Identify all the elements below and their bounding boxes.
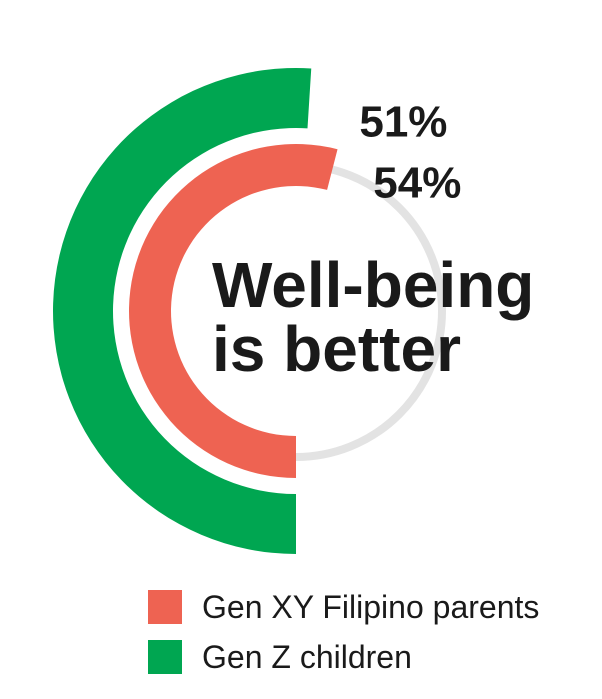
legend-swatch-children <box>148 640 182 674</box>
legend-label-parents: Gen XY Filipino parents <box>202 588 540 625</box>
legend: Gen XY Filipino parents Gen Z children <box>148 588 539 688</box>
legend-item-children: Gen Z children <box>148 638 539 676</box>
chart-title-line-1: Well-being <box>212 249 534 321</box>
arc-gen-xy-parents <box>129 144 338 478</box>
value-label-gen-z: 51% <box>359 97 447 146</box>
legend-label-children: Gen Z children <box>202 638 412 675</box>
arc-gen-z-children <box>52 67 312 555</box>
value-label-gen-xy: 54% <box>373 159 461 208</box>
legend-swatch-parents <box>148 590 182 624</box>
radial-chart: 51% 54% Well-being is better <box>52 67 534 555</box>
chart-title-line-2: is better <box>212 313 461 385</box>
legend-item-parents: Gen XY Filipino parents <box>148 588 539 626</box>
